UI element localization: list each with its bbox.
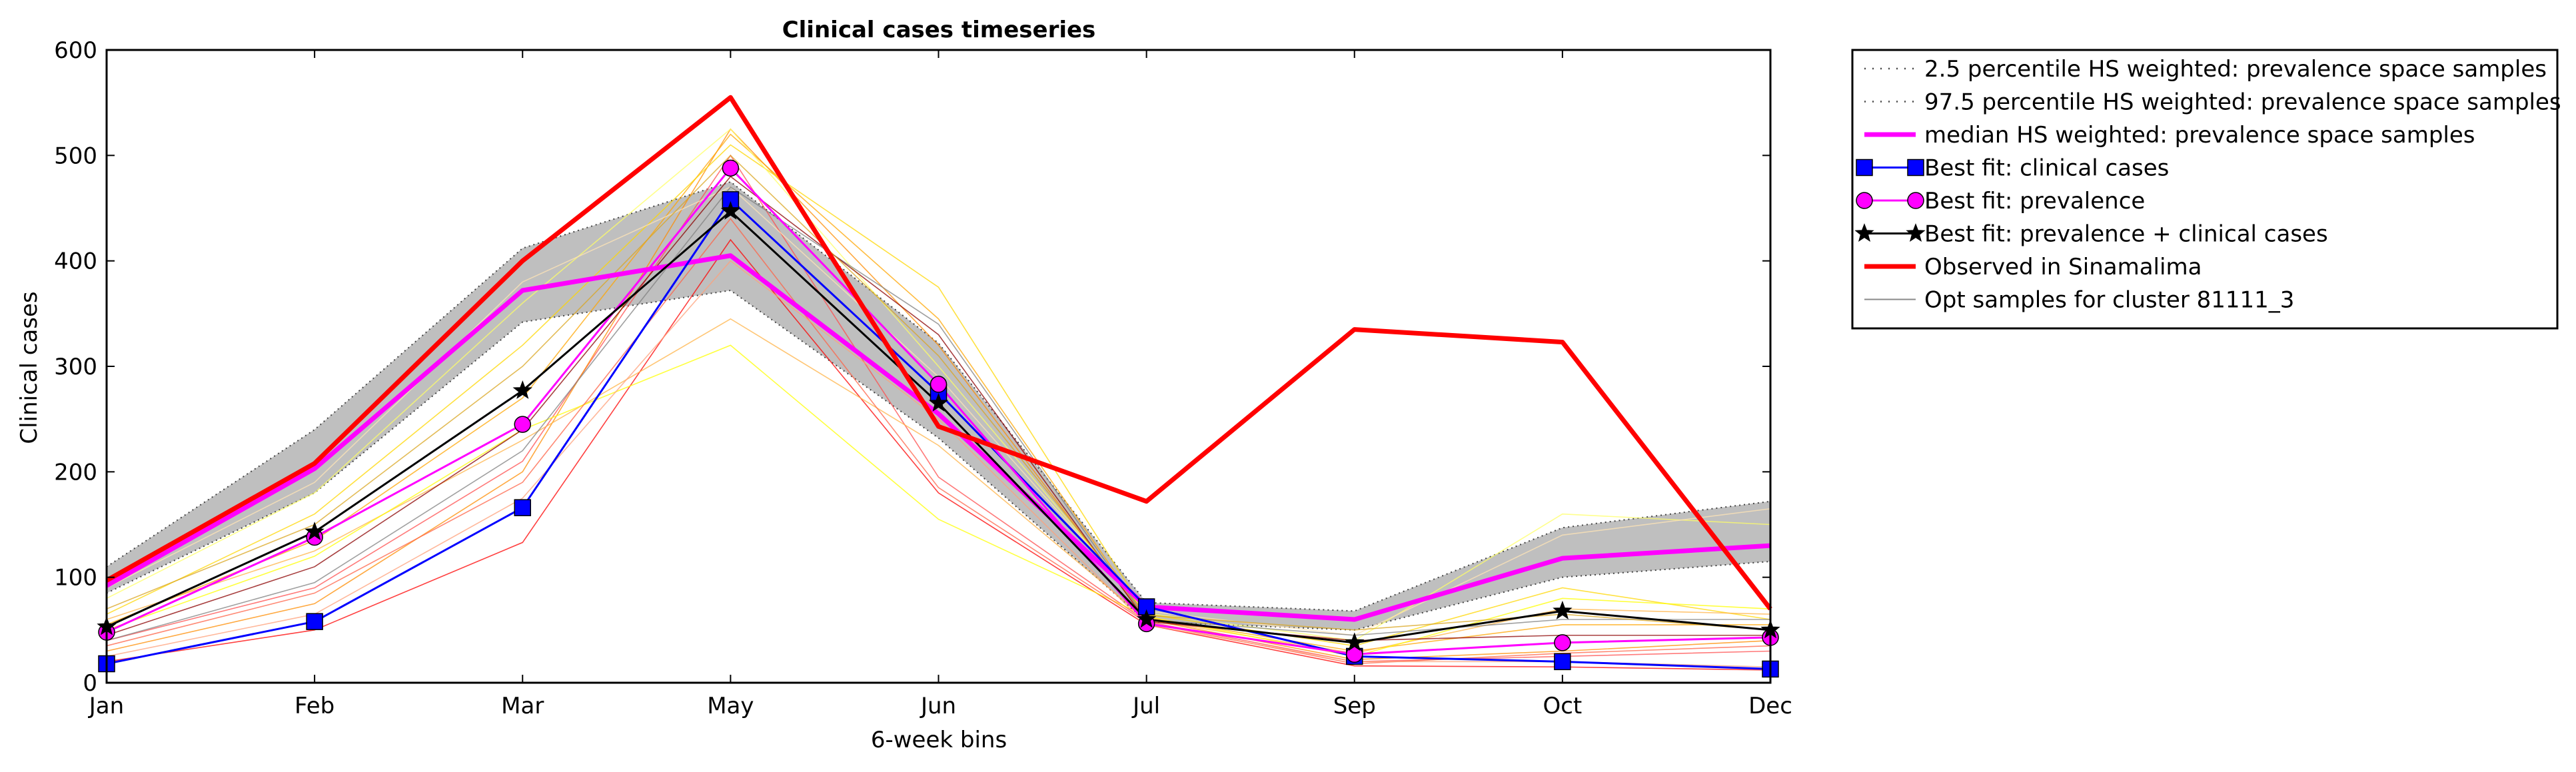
legend-marker-4-a (1856, 192, 1873, 209)
series-3-point-4 (928, 392, 949, 412)
sample-line-10 (106, 186, 1770, 641)
sample-line-13 (106, 260, 1771, 668)
x-tick-label-5: Jul (1131, 693, 1160, 719)
sample-line-0 (106, 238, 1771, 671)
y-tick-label-6: 600 (54, 37, 97, 64)
legend-marker-3-b (1907, 159, 1924, 177)
series-line-4 (105, 95, 1772, 611)
legend-label-2: median HS weighted: prevalence space sam… (1924, 122, 2475, 149)
legend-label-0: 2.5 percentile HS weighted: prevalence s… (1924, 56, 2547, 83)
series-2-point-6 (1346, 645, 1363, 663)
sample-line-1 (106, 154, 1771, 663)
legend: 2.5 percentile HS weighted: prevalence s… (1851, 49, 2561, 330)
sample-line-3 (106, 133, 1770, 652)
legend-label-4: Best fit: prevalence (1924, 188, 2145, 214)
sample-line-4 (106, 144, 1771, 647)
x-tick-label-3: May (707, 693, 754, 719)
legend-marker-3-a (1856, 159, 1873, 177)
sample-line-12 (106, 155, 1771, 631)
sample-line-5 (106, 128, 1771, 641)
y-tick-label-4: 400 (54, 248, 97, 275)
chart-title: Clinical cases timeseries (782, 17, 1096, 43)
series-1-point-7 (1554, 653, 1571, 671)
series-3-point-3 (720, 200, 741, 220)
series-2-point-2 (514, 416, 531, 433)
sample-line-9 (106, 218, 1771, 665)
legend-label-1: 97.5 percentile HS weighted: prevalence … (1924, 89, 2561, 116)
x-tick-label-7: Oct (1543, 693, 1582, 719)
sample-line-2 (106, 128, 1771, 660)
series-3-point-5 (1136, 609, 1157, 628)
x-tick-label-0: Jan (88, 693, 124, 719)
x-tick-label-8: Dec (1748, 693, 1792, 719)
percentile-2-5-line (106, 289, 1771, 631)
x-tick-label-2: Mar (501, 693, 544, 719)
series-3-point-6 (1345, 632, 1365, 651)
y-tick-label-2: 200 (54, 459, 97, 486)
legend-marker-5-a (1854, 223, 1874, 242)
legend-label-6: Observed in Sinamalima (1924, 254, 2202, 280)
y-tick-label-3: 300 (54, 354, 97, 380)
x-tick-label-1: Feb (295, 693, 334, 719)
sample-line-8 (106, 344, 1771, 657)
series-3-point-7 (1553, 600, 1573, 619)
legend-box (1851, 49, 2559, 330)
series-1-point-2 (514, 499, 531, 516)
legend-marker-4-b (1907, 192, 1924, 209)
y-tick-label-5: 500 (54, 143, 97, 169)
y-axis-title: Clinical cases (16, 291, 43, 444)
series-1-point-1 (306, 613, 323, 630)
series-2-point-4 (930, 376, 948, 393)
sample-line-11 (106, 175, 1770, 641)
y-tick-label-0: 0 (83, 670, 97, 697)
series-2-point-7 (1554, 634, 1571, 651)
series-2-point-3 (722, 159, 740, 177)
percentile-97-5-line (106, 181, 1771, 612)
x-axis-title: 6-week bins (871, 727, 1007, 753)
series-3-point-2 (512, 380, 532, 399)
y-tick-label-1: 100 (54, 565, 97, 591)
plot-area: Jan Feb Mar May Jun Jul Sep Oct Dec 0 100 200 300 400… (54, 37, 1792, 719)
legend-label-5: Best fit: prevalence + clinical cases (1924, 221, 2328, 248)
x-tick-label-6: Sep (1333, 693, 1376, 719)
series-3-point-1 (305, 522, 324, 541)
legend-marker-5-b (1906, 223, 1926, 242)
legend-label-7: Opt samples for cluster 81111_3 (1924, 287, 2294, 314)
legend-label-3: Best fit: clinical cases (1924, 155, 2169, 182)
x-tick-label-4: Jun (920, 693, 956, 719)
series-line-0 (105, 253, 1771, 622)
